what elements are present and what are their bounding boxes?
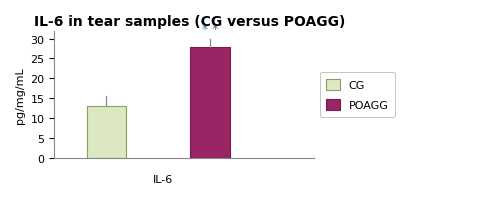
- Legend: CG, POAGG: CG, POAGG: [320, 73, 395, 117]
- Text: IL-6 in tear samples (CG versus POAGG): IL-6 in tear samples (CG versus POAGG): [34, 15, 345, 29]
- Text: * *: * *: [202, 23, 218, 36]
- X-axis label: IL-6: IL-6: [154, 174, 174, 184]
- Y-axis label: pg/mg/mL: pg/mg/mL: [15, 67, 25, 123]
- Bar: [190, 47, 230, 158]
- Bar: [86, 107, 126, 158]
